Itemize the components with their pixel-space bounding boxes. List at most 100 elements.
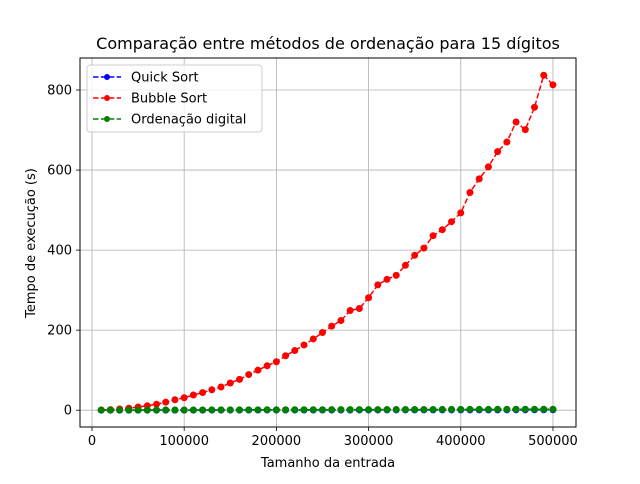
data-point <box>154 407 160 413</box>
data-point <box>117 407 123 413</box>
data-point <box>550 82 556 88</box>
data-point <box>476 406 482 412</box>
data-point <box>421 245 427 251</box>
data-point <box>227 407 233 413</box>
legend-label: Bubble Sort <box>131 92 207 107</box>
x-tick-label: 0 <box>88 434 96 449</box>
x-axis-label: Tamanho da entrada <box>260 456 395 471</box>
data-point <box>412 252 418 258</box>
y-tick-label: 400 <box>47 244 72 259</box>
data-point <box>485 164 491 170</box>
data-point <box>375 407 381 413</box>
data-point <box>163 399 169 405</box>
data-point <box>301 342 307 348</box>
data-point <box>541 72 547 78</box>
data-point <box>181 395 187 401</box>
data-point <box>135 407 141 413</box>
data-point <box>458 210 464 216</box>
data-point <box>255 407 261 413</box>
data-point <box>144 407 150 413</box>
data-point <box>485 406 491 412</box>
data-point <box>402 407 408 413</box>
data-point <box>449 406 455 412</box>
data-point <box>522 127 528 133</box>
data-point <box>402 262 408 268</box>
legend-marker <box>104 74 110 80</box>
data-point <box>513 406 519 412</box>
legend-marker <box>104 116 110 122</box>
data-point <box>255 367 261 373</box>
data-point <box>541 406 547 412</box>
y-tick-label: 800 <box>47 84 72 99</box>
data-point <box>393 272 399 278</box>
data-point <box>273 407 279 413</box>
data-point <box>476 176 482 182</box>
legend-label: Quick Sort <box>131 71 199 86</box>
data-point <box>319 407 325 413</box>
data-point <box>246 407 252 413</box>
x-tick-label: 500000 <box>528 434 578 449</box>
data-point <box>310 336 316 342</box>
data-point <box>273 359 279 365</box>
data-point <box>283 353 289 359</box>
data-point <box>504 139 510 145</box>
data-point <box>347 407 353 413</box>
x-tick-label: 200000 <box>252 434 302 449</box>
data-point <box>366 407 372 413</box>
x-tick-label: 100000 <box>159 434 209 449</box>
data-point <box>347 308 353 314</box>
data-point <box>264 407 270 413</box>
data-point <box>227 380 233 386</box>
data-point <box>439 406 445 412</box>
data-point <box>356 407 362 413</box>
data-point <box>513 119 519 125</box>
data-point <box>190 407 196 413</box>
data-point <box>107 407 113 413</box>
y-tick-label: 200 <box>47 324 72 339</box>
data-point <box>449 219 455 225</box>
chart-title: Comparação entre métodos de ordenação pa… <box>96 34 560 53</box>
data-point <box>190 392 196 398</box>
x-tick-label: 400000 <box>436 434 486 449</box>
data-point <box>172 407 178 413</box>
data-point <box>532 406 538 412</box>
data-point <box>236 407 242 413</box>
data-point <box>181 407 187 413</box>
data-point <box>412 406 418 412</box>
data-point <box>384 276 390 282</box>
data-point <box>301 407 307 413</box>
y-tick-label: 600 <box>47 164 72 179</box>
data-point <box>264 363 270 369</box>
data-point <box>163 407 169 413</box>
data-point <box>98 407 104 413</box>
data-point <box>458 406 464 412</box>
y-tick-label: 0 <box>64 404 72 419</box>
data-point <box>209 407 215 413</box>
data-point <box>310 407 316 413</box>
data-point <box>209 387 215 393</box>
data-point <box>439 227 445 233</box>
data-point <box>246 372 252 378</box>
data-point <box>200 390 206 396</box>
data-point <box>126 407 132 413</box>
data-point <box>292 407 298 413</box>
data-point <box>375 282 381 288</box>
legend-marker <box>104 95 110 101</box>
data-point <box>292 348 298 354</box>
data-point <box>384 407 390 413</box>
data-point <box>467 189 473 195</box>
data-point <box>172 397 178 403</box>
data-point <box>495 406 501 412</box>
data-point <box>329 407 335 413</box>
data-point <box>329 323 335 329</box>
data-point <box>319 330 325 336</box>
data-point <box>283 407 289 413</box>
data-point <box>421 406 427 412</box>
data-point <box>236 376 242 382</box>
data-point <box>504 406 510 412</box>
data-point <box>338 407 344 413</box>
data-point <box>200 407 206 413</box>
data-point <box>393 407 399 413</box>
